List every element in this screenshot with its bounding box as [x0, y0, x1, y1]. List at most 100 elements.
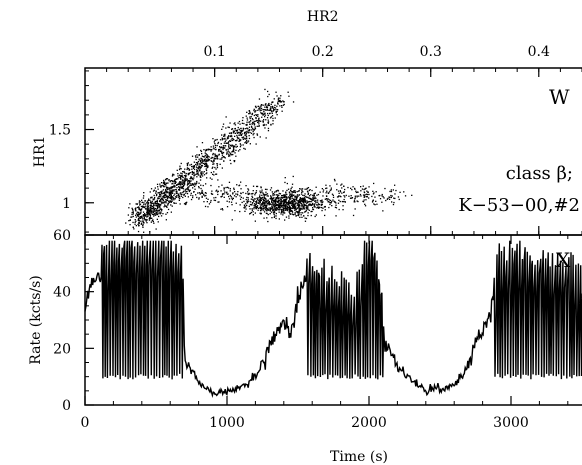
data-point	[233, 187, 235, 189]
data-point	[174, 193, 176, 195]
data-point	[233, 123, 235, 125]
data-point	[251, 113, 253, 115]
data-point	[182, 185, 184, 188]
data-point	[186, 191, 188, 193]
data-point	[202, 184, 204, 187]
data-point	[241, 122, 243, 124]
data-point	[161, 202, 163, 204]
data-point	[254, 212, 256, 214]
data-point	[261, 191, 263, 193]
data-point	[254, 192, 257, 194]
data-point	[164, 196, 166, 199]
data-point	[275, 217, 277, 220]
data-point	[180, 195, 182, 197]
data-point	[255, 201, 258, 203]
data-point	[255, 191, 257, 194]
data-point	[192, 166, 194, 168]
data-point	[285, 195, 287, 198]
data-point	[205, 194, 207, 197]
data-point	[171, 196, 173, 198]
data-point	[363, 191, 366, 194]
data-point	[186, 201, 188, 203]
data-point	[187, 189, 190, 191]
data-point	[201, 158, 203, 160]
data-point	[304, 211, 306, 213]
data-point	[154, 202, 156, 204]
data-point	[241, 136, 243, 139]
data-point	[200, 157, 202, 159]
data-point	[198, 166, 200, 168]
data-point	[144, 203, 147, 205]
data-point	[375, 191, 377, 193]
data-point	[151, 200, 153, 202]
data-point	[303, 201, 305, 203]
data-point	[324, 206, 326, 208]
data-point	[270, 196, 273, 198]
data-point	[168, 187, 170, 189]
data-point	[263, 204, 265, 206]
data-point	[186, 193, 189, 195]
data-point	[173, 199, 175, 201]
data-point	[186, 179, 189, 181]
data-point	[190, 183, 192, 185]
data-point	[246, 201, 248, 203]
data-point	[220, 196, 222, 198]
data-point	[184, 179, 186, 181]
data-point	[320, 203, 322, 206]
data-point	[149, 214, 151, 216]
data-point	[279, 97, 281, 99]
data-point	[307, 191, 309, 193]
data-point	[189, 182, 191, 184]
data-point	[265, 198, 267, 200]
data-point	[155, 228, 157, 230]
panel-letter-w: W	[549, 85, 570, 109]
data-point	[388, 196, 390, 198]
data-point	[254, 126, 256, 128]
data-point	[165, 198, 167, 201]
data-point	[156, 200, 158, 203]
data-point	[275, 108, 277, 111]
data-point	[174, 180, 176, 183]
data-point	[205, 162, 207, 164]
data-point	[255, 110, 257, 112]
data-point	[194, 182, 196, 184]
data-point	[179, 165, 181, 167]
data-point	[226, 153, 228, 155]
data-point	[276, 114, 278, 116]
data-point	[297, 211, 300, 213]
data-point	[332, 194, 334, 196]
data-point	[155, 192, 157, 194]
data-point	[278, 192, 280, 195]
rate-tick-label: 20	[53, 341, 71, 357]
data-point	[275, 203, 278, 206]
data-point	[149, 207, 151, 209]
data-point	[270, 198, 273, 200]
data-point	[237, 131, 240, 134]
data-point	[251, 196, 254, 199]
data-point	[184, 195, 186, 197]
data-point	[310, 194, 312, 196]
data-point	[310, 204, 312, 207]
data-point	[303, 203, 306, 206]
data-point	[279, 205, 281, 207]
data-point	[260, 213, 262, 215]
data-point	[264, 194, 266, 196]
data-point	[249, 203, 252, 206]
data-point	[143, 206, 145, 208]
data-point	[267, 208, 269, 211]
data-point	[248, 137, 251, 140]
data-point	[264, 209, 267, 211]
data-point	[170, 186, 172, 188]
data-point	[306, 200, 308, 202]
data-point	[228, 198, 231, 200]
data-point	[335, 207, 338, 209]
data-point	[228, 132, 231, 134]
rate-tick-label: 60	[53, 228, 71, 244]
data-point	[301, 208, 303, 210]
data-point	[259, 106, 261, 108]
data-point	[260, 192, 262, 194]
data-point	[178, 189, 180, 191]
data-point	[146, 222, 148, 224]
data-point	[264, 194, 267, 196]
data-point	[293, 205, 295, 208]
